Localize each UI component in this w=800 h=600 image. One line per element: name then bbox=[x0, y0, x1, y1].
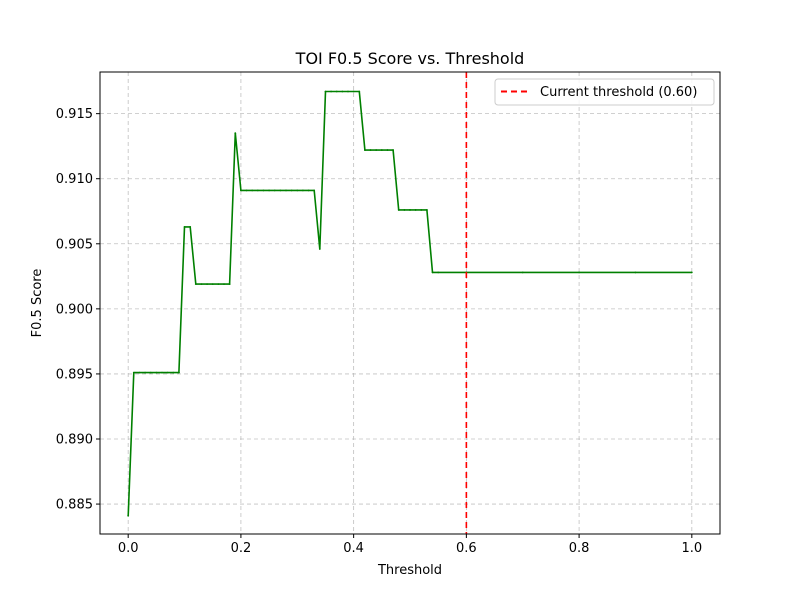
data-point bbox=[352, 90, 355, 93]
data-point bbox=[183, 225, 186, 228]
data-point bbox=[155, 371, 158, 374]
data-point bbox=[194, 283, 197, 286]
data-point bbox=[409, 209, 411, 211]
data-point bbox=[285, 189, 287, 192]
y-tick-label: 0.895 bbox=[56, 367, 93, 382]
series-layer bbox=[127, 90, 693, 517]
data-point bbox=[234, 132, 237, 135]
x-tick-label: 0.8 bbox=[569, 541, 590, 556]
data-point bbox=[330, 90, 332, 93]
data-point bbox=[172, 371, 175, 374]
data-point bbox=[392, 149, 394, 151]
data-point bbox=[335, 90, 338, 93]
data-point bbox=[690, 271, 693, 274]
data-point bbox=[307, 189, 310, 192]
data-point bbox=[403, 209, 406, 211]
data-point bbox=[386, 149, 389, 151]
y-axis-label: F0.5 Score bbox=[30, 269, 45, 338]
data-point bbox=[200, 283, 203, 286]
data-point bbox=[341, 90, 344, 93]
data-point bbox=[279, 189, 282, 192]
data-point bbox=[138, 371, 141, 374]
data-point bbox=[578, 271, 580, 274]
data-point bbox=[245, 189, 248, 192]
data-point bbox=[144, 371, 146, 374]
data-point bbox=[397, 209, 400, 211]
legend: Current threshold (0.60) bbox=[494, 78, 715, 106]
data-point bbox=[273, 189, 276, 192]
data-point bbox=[132, 371, 135, 374]
data-point bbox=[206, 283, 208, 286]
y-tick-label: 0.915 bbox=[56, 107, 93, 122]
data-point bbox=[364, 149, 366, 151]
data-point bbox=[256, 189, 259, 192]
y-tick-label: 0.900 bbox=[56, 302, 93, 317]
data-point bbox=[369, 149, 372, 151]
data-point bbox=[149, 371, 152, 374]
data-point bbox=[375, 149, 378, 151]
x-axis-ticks: 0.0 0.2 0.4 0.6 0.8 1.0 bbox=[118, 534, 702, 556]
data-point bbox=[347, 90, 349, 93]
data-point bbox=[426, 209, 428, 211]
x-axis-label: Threshold bbox=[377, 563, 442, 578]
data-point bbox=[414, 209, 417, 211]
data-point bbox=[161, 371, 163, 374]
y-axis-ticks: 0.885 0.890 0.895 0.900 0.905 0.910 0.915 bbox=[56, 107, 100, 513]
data-point bbox=[437, 271, 440, 274]
data-point bbox=[324, 90, 327, 93]
x-tick-label: 0.0 bbox=[118, 541, 139, 556]
x-tick-label: 0.2 bbox=[231, 541, 252, 556]
y-tick-label: 0.905 bbox=[56, 237, 93, 252]
data-point bbox=[380, 149, 383, 151]
data-point bbox=[127, 514, 130, 517]
y-tick-label: 0.910 bbox=[56, 172, 93, 187]
data-point bbox=[634, 271, 637, 274]
data-point bbox=[521, 271, 524, 274]
data-point bbox=[178, 371, 180, 374]
data-point bbox=[262, 189, 265, 192]
data-point bbox=[420, 209, 423, 211]
legend-label-current-threshold: Current threshold (0.60) bbox=[540, 85, 697, 100]
data-point bbox=[431, 271, 434, 274]
data-point bbox=[313, 189, 316, 192]
data-point bbox=[302, 189, 304, 192]
x-tick-label: 0.4 bbox=[343, 541, 364, 556]
data-point bbox=[358, 90, 361, 93]
data-point bbox=[290, 189, 293, 192]
data-point bbox=[318, 248, 321, 250]
data-point bbox=[166, 371, 169, 374]
data-point bbox=[296, 189, 299, 192]
x-tick-label: 1.0 bbox=[681, 541, 702, 556]
x-tick-label: 0.6 bbox=[456, 541, 477, 556]
y-tick-label: 0.890 bbox=[56, 432, 93, 447]
data-point bbox=[240, 189, 242, 192]
data-point bbox=[189, 225, 192, 228]
data-point bbox=[268, 189, 270, 192]
y-tick-label: 0.885 bbox=[56, 498, 93, 513]
data-point bbox=[251, 189, 254, 192]
legend-box bbox=[494, 78, 715, 106]
chart-title: TOI F0.5 Score vs. Threshold bbox=[295, 49, 525, 68]
grid bbox=[100, 72, 720, 534]
data-point bbox=[223, 283, 225, 286]
data-point bbox=[217, 283, 220, 286]
data-point bbox=[228, 283, 231, 286]
plot-frame bbox=[99, 71, 721, 535]
data-point bbox=[211, 283, 214, 286]
